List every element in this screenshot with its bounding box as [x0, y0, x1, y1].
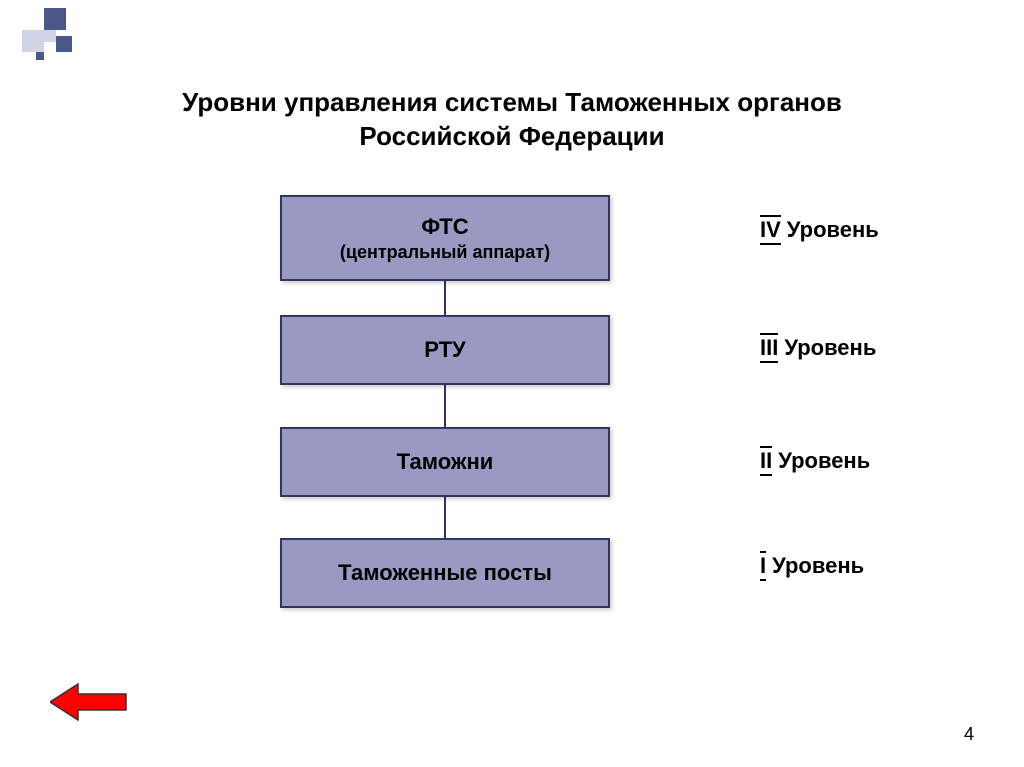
level-text: Уровень [778, 448, 870, 474]
level-text: Уровень [787, 217, 879, 243]
box-title: ФТС [421, 214, 468, 240]
roman-numeral: IV [760, 217, 781, 243]
slide-title: Уровни управления системы Таможенных орг… [0, 86, 1024, 154]
level-label-3: I Уровень [760, 553, 864, 579]
hierarchy-box-2: Таможни [280, 427, 610, 497]
level-label-0: IV Уровень [760, 217, 879, 243]
connector [444, 281, 446, 315]
hierarchy-box-3: Таможенные посты [280, 538, 610, 608]
level-label-2: II Уровень [760, 448, 870, 474]
back-arrow[interactable] [50, 682, 128, 727]
title-line-2: Российской Федерации [359, 121, 664, 151]
box-title: Таможни [397, 449, 494, 475]
level-label-1: III Уровень [760, 335, 876, 361]
box-title: Таможенные посты [338, 560, 552, 586]
hierarchy-box-1: РТУ [280, 315, 610, 385]
title-line-1: Уровни управления системы Таможенных орг… [182, 87, 842, 117]
page-number: 4 [964, 724, 974, 745]
connector [444, 385, 446, 427]
roman-numeral: I [760, 553, 766, 579]
level-text: Уровень [784, 335, 876, 361]
level-text: Уровень [772, 553, 864, 579]
roman-numeral: III [760, 335, 778, 361]
hierarchy-box-0: ФТС(центральный аппарат) [280, 195, 610, 281]
connector [444, 497, 446, 538]
roman-numeral: II [760, 448, 772, 474]
box-subtitle: (центральный аппарат) [340, 242, 550, 263]
box-title: РТУ [424, 337, 466, 363]
